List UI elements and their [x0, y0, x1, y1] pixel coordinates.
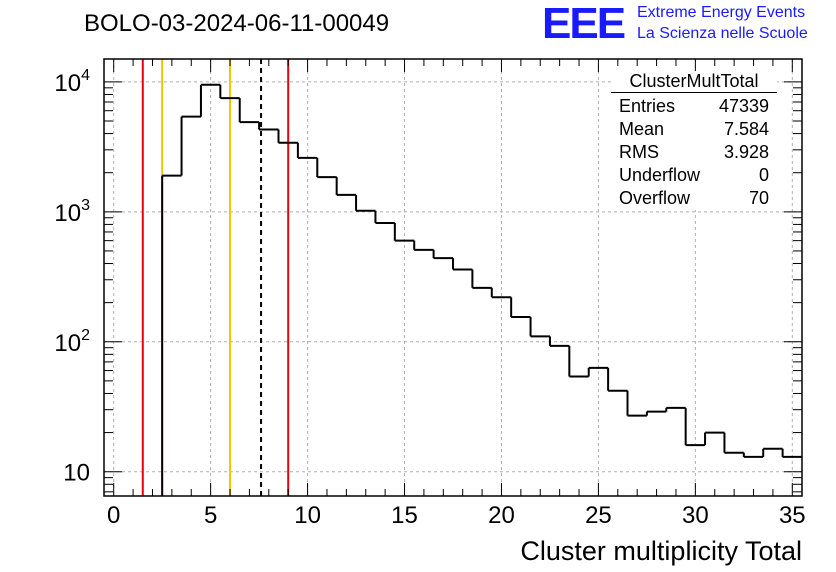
x-tick-label: 25	[585, 502, 612, 529]
stats-value: 0	[758, 165, 769, 185]
y-tick-label-exponent: 3	[81, 197, 90, 214]
stats-label: Mean	[619, 119, 665, 139]
stats-value: 7.584	[723, 119, 769, 139]
stats-label: Overflow	[619, 188, 691, 208]
stats-label: Underflow	[619, 165, 701, 185]
stats-value: 3.928	[723, 142, 769, 162]
stats-row: RMS 3.928	[611, 141, 777, 164]
stats-row: Overflow 70	[611, 187, 777, 210]
x-tick-label: 10	[294, 502, 321, 529]
y-tick-label: 104	[54, 67, 90, 97]
x-tick-label: 15	[391, 502, 418, 529]
x-tick-label: 20	[488, 502, 515, 529]
y-tick-label-base: 10	[54, 200, 81, 227]
stats-title: ClusterMultTotal	[611, 71, 777, 93]
x-axis-label: Cluster multiplicity Total	[520, 536, 802, 566]
stats-label: RMS	[619, 142, 659, 162]
histogram-bars	[161, 83, 802, 496]
y-tick-label-exponent: 4	[81, 67, 90, 84]
logo-line-1: Extreme Energy Events	[637, 4, 806, 21]
stats-row: Mean 7.584	[611, 118, 777, 141]
stats-box: ClusterMultTotal Entries 47339 Mean 7.58…	[611, 71, 777, 210]
eee-logo: EEE	[542, 0, 626, 48]
y-tick-label: 102	[54, 327, 90, 357]
chart-title: BOLO-03-2024-06-11-00049	[84, 10, 390, 37]
y-tick-label-base: 10	[54, 330, 81, 357]
stats-value: 70	[748, 188, 769, 208]
marker-lines	[141, 59, 290, 496]
plot-frame	[103, 58, 803, 497]
x-tick-label: 5	[204, 502, 217, 529]
y-tick-label: 10	[63, 460, 90, 487]
y-tick-label-exponent: 2	[81, 327, 90, 344]
stats-row: Underflow 0	[611, 164, 777, 187]
x-tick-label: 30	[682, 502, 709, 529]
x-tick-label: 0	[107, 502, 120, 529]
y-tick-label-base: 10	[54, 70, 81, 97]
logo-line-2: La Scienza nelle Scuole	[637, 25, 808, 42]
stats-value: 47339	[718, 96, 769, 116]
y-tick-label: 103	[54, 197, 90, 227]
stats-label: Entries	[619, 96, 676, 116]
x-tick-label: 35	[779, 502, 806, 529]
stats-row: Entries 47339	[611, 95, 777, 118]
